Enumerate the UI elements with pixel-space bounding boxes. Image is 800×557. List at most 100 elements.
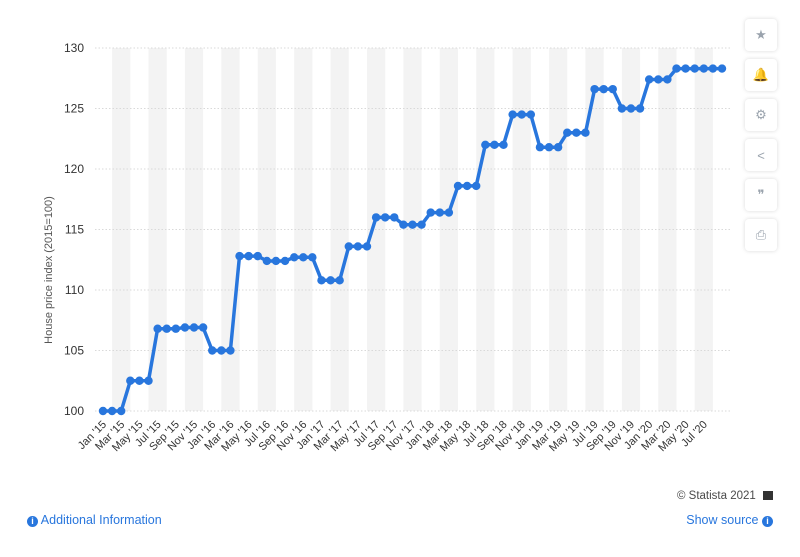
show-source-label: Show source [686,513,759,527]
data-point[interactable] [672,64,681,73]
data-point[interactable] [453,181,463,191]
data-point[interactable] [544,143,554,152]
data-point[interactable] [435,208,445,217]
data-point[interactable] [344,242,353,251]
data-point[interactable] [162,324,171,333]
column-band [112,48,131,411]
bell-icon[interactable]: 🔔 [745,59,777,91]
share-icon[interactable]: < [745,139,777,171]
data-point[interactable] [681,64,690,73]
y-tick-label: 130 [64,41,84,55]
data-point[interactable] [481,140,490,149]
data-point[interactable] [380,213,390,222]
y-tick-label: 105 [64,344,84,358]
data-point[interactable] [663,75,672,84]
column-band [221,48,240,411]
data-point[interactable] [635,104,645,113]
info-icon: i [762,516,773,527]
data-point[interactable] [472,181,481,191]
data-point[interactable] [572,128,581,137]
data-point[interactable] [553,143,563,152]
data-point[interactable] [590,84,599,94]
data-point[interactable] [171,324,181,333]
data-point[interactable] [408,220,417,229]
data-point[interactable] [690,64,699,73]
data-point[interactable] [508,110,517,119]
data-point[interactable] [299,253,308,262]
data-point[interactable] [399,220,408,229]
data-point[interactable] [189,323,199,332]
additional-information-link[interactable]: i Additional Information [27,513,162,527]
data-point[interactable] [107,406,117,416]
data-point[interactable] [626,104,636,113]
data-point[interactable] [326,276,335,285]
data-point[interactable] [353,242,363,251]
column-bands [112,48,713,411]
data-point[interactable] [235,251,244,261]
column-band [148,48,167,411]
y-tick-label: 100 [64,404,84,418]
additional-information-label: Additional Information [40,513,162,527]
data-point[interactable] [490,140,499,149]
column-band [403,48,422,411]
toolbar: ★ 🔔 ⚙ < ❞ ⎙ [745,19,781,251]
data-point[interactable] [362,242,372,251]
y-tick-label: 120 [64,162,84,176]
data-point[interactable] [599,84,608,94]
data-point[interactable] [262,256,272,266]
data-point[interactable] [253,251,262,261]
data-point[interactable] [608,84,617,94]
data-point[interactable] [98,406,108,416]
data-point[interactable] [444,208,454,217]
data-point[interactable] [581,128,590,137]
data-point[interactable] [644,75,654,84]
column-band [694,48,713,411]
data-point[interactable] [526,110,536,119]
column-band [658,48,677,411]
column-band [330,48,349,411]
data-point[interactable] [198,323,208,332]
data-point[interactable] [271,256,281,266]
data-point[interactable] [708,64,718,73]
data-point[interactable] [371,213,381,222]
data-point[interactable] [244,251,253,261]
statista-credit[interactable]: © Statista 2021 [677,490,773,502]
data-point[interactable] [535,143,545,152]
data-point[interactable] [126,376,135,385]
print-icon[interactable]: ⎙ [745,219,777,251]
data-point[interactable] [499,140,508,149]
data-point[interactable] [699,64,708,73]
data-point[interactable] [135,376,144,385]
data-point[interactable] [289,253,299,262]
info-icon: i [27,516,38,527]
data-point[interactable] [317,276,326,285]
flag-icon [763,491,773,500]
data-point[interactable] [654,75,663,84]
data-point[interactable] [280,256,290,266]
data-point[interactable] [226,346,235,355]
data-point[interactable] [563,128,572,137]
data-point[interactable] [462,181,472,191]
data-point[interactable] [617,104,627,113]
show-source-link[interactable]: Show source i [686,513,773,527]
column-band [476,48,495,411]
star-icon[interactable]: ★ [745,19,777,51]
data-point[interactable] [308,253,317,262]
data-point[interactable] [517,110,526,119]
data-point[interactable] [144,376,153,385]
data-point[interactable] [717,64,727,73]
gear-icon[interactable]: ⚙ [745,99,777,131]
data-point[interactable] [117,406,126,416]
y-tick-label: 115 [65,223,84,237]
data-point[interactable] [417,220,426,229]
quote-icon[interactable]: ❞ [745,179,777,211]
data-point[interactable] [335,276,344,285]
data-point[interactable] [208,346,217,355]
column-band [585,48,604,411]
data-point[interactable] [426,208,435,217]
data-point[interactable] [180,323,190,332]
data-point[interactable] [390,213,399,222]
data-point[interactable] [217,346,226,355]
data-point[interactable] [153,324,162,333]
